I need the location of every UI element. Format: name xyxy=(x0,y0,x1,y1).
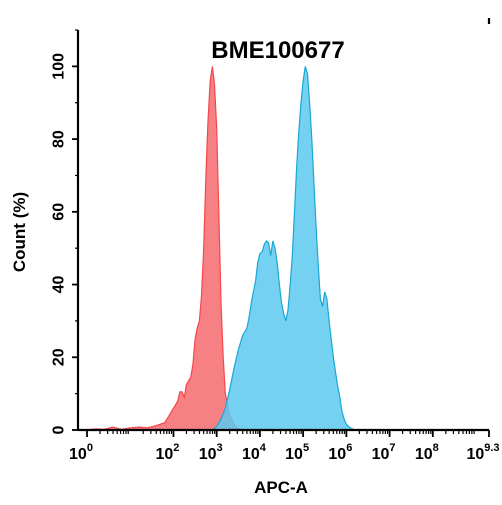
series-1-area xyxy=(86,66,243,431)
y-ticks: 0 20 40 60 80 100 xyxy=(51,29,78,434)
y-tick-label-0: 0 xyxy=(51,425,68,434)
y-tick-label-100: 100 xyxy=(51,53,68,80)
x-tick-label-4: 104 xyxy=(242,442,267,463)
x-tick-label-9.3: 109.3 xyxy=(466,442,499,463)
axes-layer xyxy=(76,18,491,432)
y-tick-label-80: 80 xyxy=(51,130,68,148)
series-layer xyxy=(86,66,356,431)
x-tick-label-5: 105 xyxy=(285,442,309,463)
x-axis-label: APC-A xyxy=(254,478,308,497)
x-tick-label-6: 106 xyxy=(328,442,352,463)
x-tick-label-3: 103 xyxy=(199,442,223,463)
x-tick-label-8: 108 xyxy=(415,442,439,463)
series-2-area xyxy=(210,66,356,431)
chart-title: BME100677 xyxy=(211,37,344,64)
y-axis-label: Count (%) xyxy=(10,192,29,272)
x-tick-label-7: 107 xyxy=(372,442,396,463)
x-tick-label-0: 100 xyxy=(69,442,93,463)
x-ticks: 100 102 103 104 105 106 107 108 109.3 xyxy=(69,430,500,463)
y-tick-label-40: 40 xyxy=(51,276,68,294)
y-tick-label-20: 20 xyxy=(51,348,68,366)
x-tick-label-2: 102 xyxy=(155,442,179,463)
y-tick-label-60: 60 xyxy=(51,203,68,221)
